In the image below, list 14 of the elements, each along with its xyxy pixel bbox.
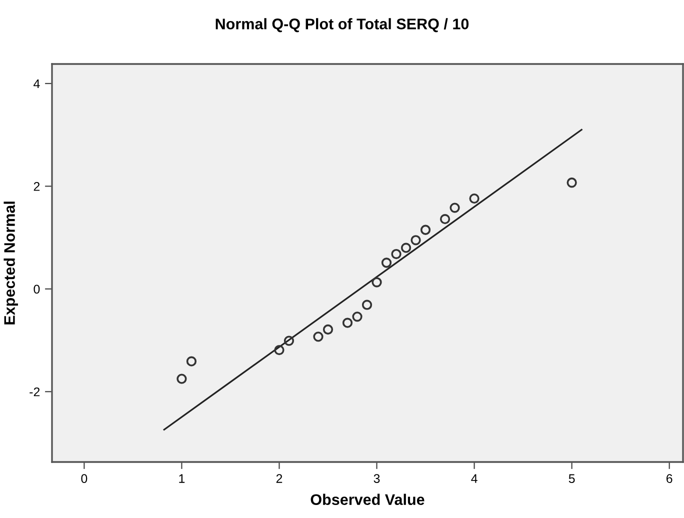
x-tick-label: 1 (179, 474, 185, 483)
x-tick-label: 0 (81, 474, 88, 483)
y-tick-label: 4 (34, 79, 40, 88)
x-tick-label: 4 (471, 474, 478, 483)
y-axis-title: Expected Normal (4, 202, 18, 324)
y-tick-label: 0 (34, 284, 40, 294)
x-tick-label: 2 (276, 474, 282, 483)
y-tick-label: 2 (34, 182, 40, 191)
x-axis-title: Observed Value (310, 494, 424, 506)
x-tick-label: 3 (374, 474, 380, 483)
x-tick-label: 5 (568, 474, 575, 483)
y-tick-label: -2 (30, 387, 40, 396)
x-tick-label: 6 (666, 474, 672, 483)
chart-title: Normal Q-Q Plot of Total SERQ / 10 (216, 18, 469, 32)
